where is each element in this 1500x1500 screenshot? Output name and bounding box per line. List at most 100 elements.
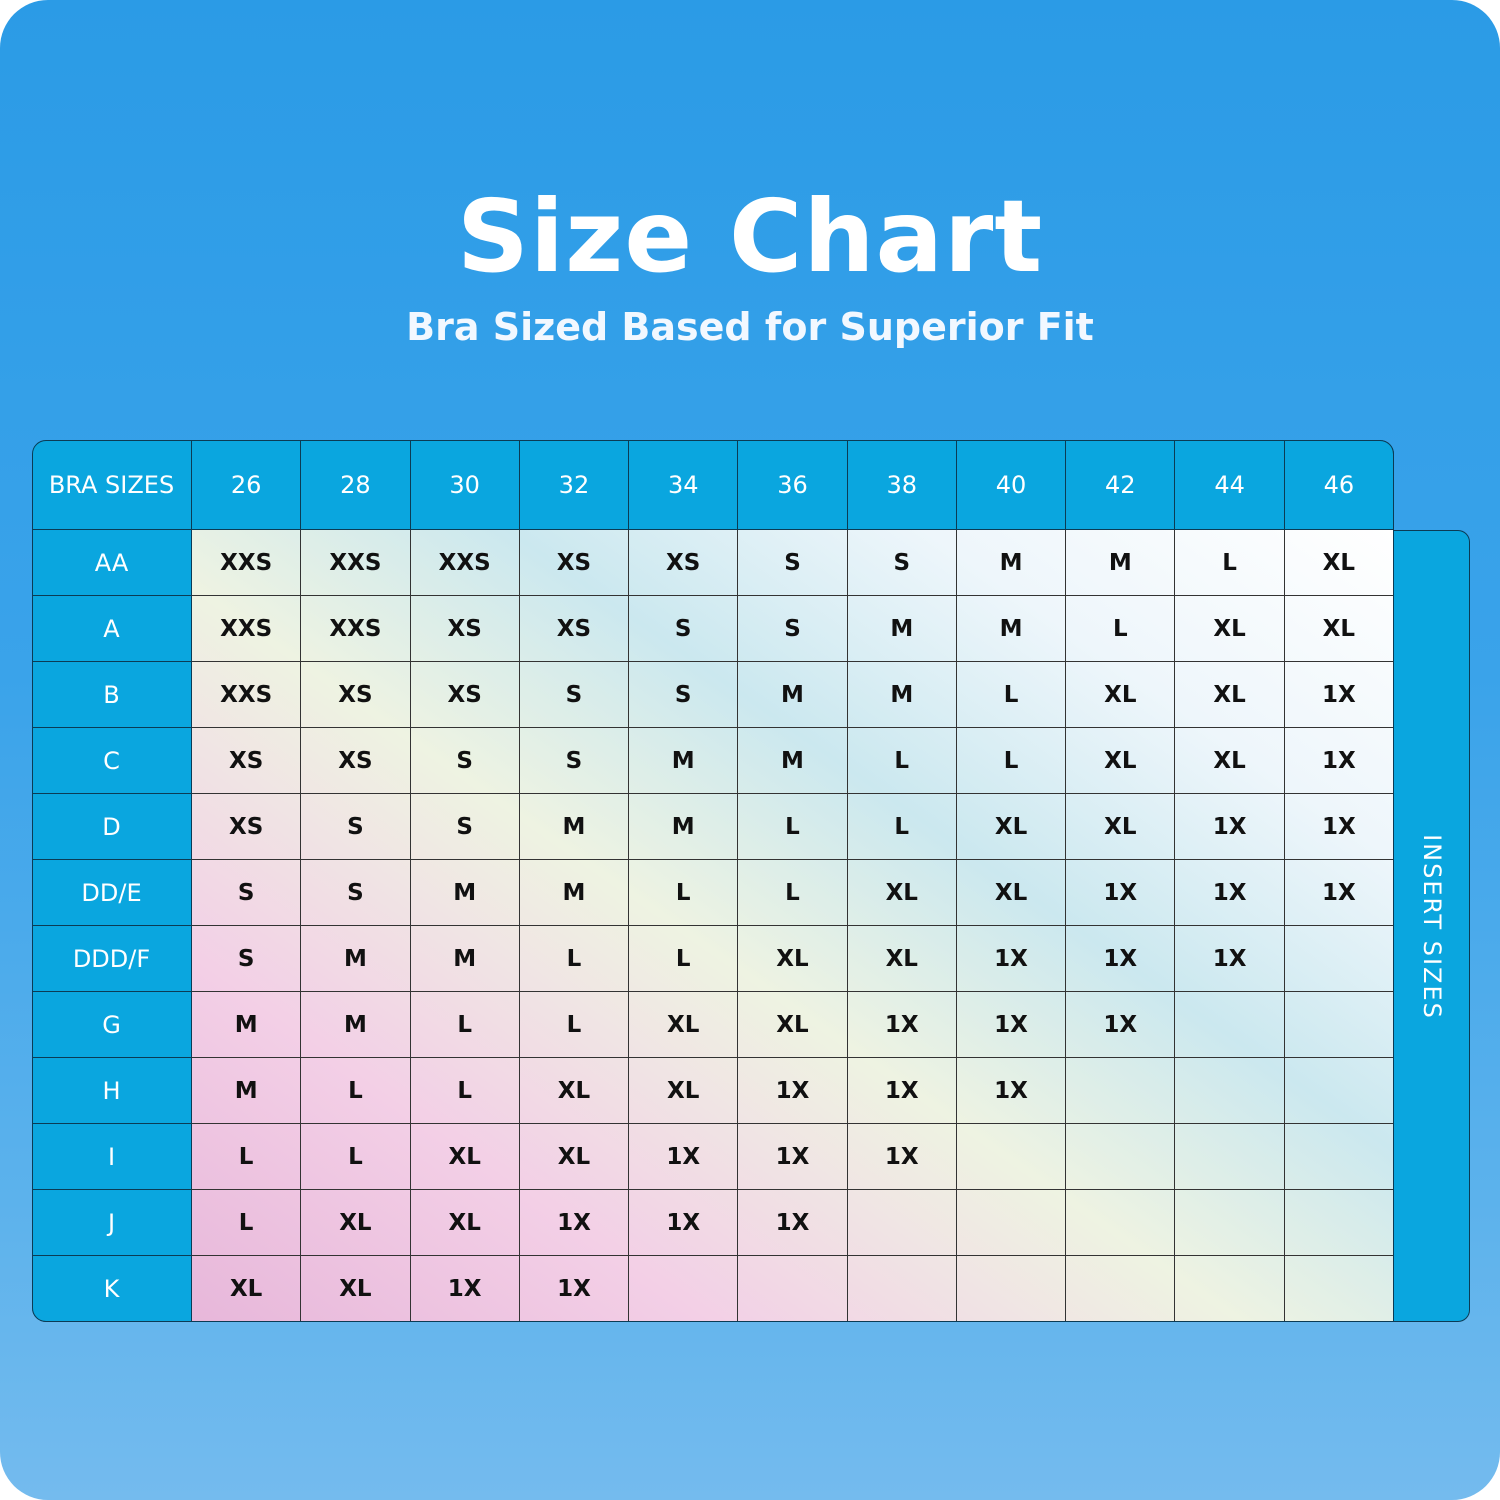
size-cell: XS — [629, 530, 739, 596]
size-cell: L — [301, 1124, 411, 1190]
size-cell: XXS — [192, 530, 302, 596]
size-cell: XL — [1175, 662, 1285, 728]
size-cell: L — [738, 794, 848, 860]
size-cell: S — [410, 728, 520, 794]
empty-cell — [1175, 992, 1285, 1058]
size-cell: S — [519, 728, 630, 794]
empty-cell — [1175, 1124, 1285, 1190]
column-header: 40 — [956, 440, 1067, 530]
empty-cell — [1175, 1256, 1285, 1322]
row-header: B — [32, 662, 192, 728]
size-cell: L — [410, 1058, 520, 1124]
column-header: 32 — [519, 440, 630, 530]
row-header: DDD/F — [32, 926, 192, 992]
column-header: 28 — [301, 440, 411, 530]
empty-cell — [847, 1190, 957, 1256]
size-cell: XL — [1175, 728, 1285, 794]
size-cell: L — [956, 728, 1067, 794]
empty-cell — [1284, 926, 1394, 992]
size-cell: S — [192, 860, 302, 926]
empty-cell — [629, 1256, 739, 1322]
size-cell: 1X — [738, 1124, 848, 1190]
size-cell: 1X — [1066, 992, 1176, 1058]
size-cell: M — [410, 926, 520, 992]
size-cell: L — [519, 992, 630, 1058]
size-cell: M — [956, 530, 1067, 596]
size-cell: XXS — [192, 596, 302, 662]
size-cell: XL — [1066, 662, 1176, 728]
row-header: D — [32, 794, 192, 860]
empty-cell — [956, 1190, 1067, 1256]
size-cell: S — [629, 596, 739, 662]
size-cell: L — [847, 794, 957, 860]
size-cell: M — [301, 992, 411, 1058]
column-header: 42 — [1066, 440, 1176, 530]
size-cell: 1X — [847, 1058, 957, 1124]
size-cell: 1X — [629, 1124, 739, 1190]
size-cell: S — [738, 530, 848, 596]
size-cell: L — [847, 728, 957, 794]
size-cell: 1X — [1066, 860, 1176, 926]
size-cell: XS — [192, 794, 302, 860]
size-cell: XL — [301, 1190, 411, 1256]
size-cell: M — [847, 662, 957, 728]
title: Size Chart — [456, 178, 1044, 295]
empty-cell — [847, 1256, 957, 1322]
empty-cell — [1284, 1190, 1394, 1256]
size-cell: M — [519, 794, 630, 860]
size-cell: XL — [519, 1058, 630, 1124]
size-cell: L — [519, 926, 630, 992]
size-cell: 1X — [519, 1256, 630, 1322]
size-cell: S — [301, 794, 411, 860]
size-cell: 1X — [738, 1190, 848, 1256]
size-cell: M — [1066, 530, 1176, 596]
empty-cell — [956, 1124, 1067, 1190]
size-cell: 1X — [1066, 926, 1176, 992]
empty-cell — [1175, 1058, 1285, 1124]
row-header: C — [32, 728, 192, 794]
size-cell: L — [301, 1058, 411, 1124]
row-header: A — [32, 596, 192, 662]
size-cell: XL — [1066, 794, 1176, 860]
column-header: 38 — [847, 440, 957, 530]
side-tab: INSERT SIZES — [1394, 530, 1470, 1322]
size-cell: 1X — [847, 1124, 957, 1190]
size-cell: 1X — [629, 1190, 739, 1256]
size-cell: L — [1066, 596, 1176, 662]
size-cell: M — [738, 728, 848, 794]
size-cell: L — [192, 1190, 302, 1256]
size-cell: XL — [1175, 596, 1285, 662]
size-cell: XS — [301, 728, 411, 794]
size-cell: XL — [956, 794, 1067, 860]
size-cell: 1X — [1284, 860, 1394, 926]
size-cell: XXS — [192, 662, 302, 728]
size-cell: 1X — [956, 1058, 1067, 1124]
empty-cell — [1066, 1058, 1176, 1124]
size-cell: XXS — [410, 530, 520, 596]
size-cell: M — [301, 926, 411, 992]
size-cell: L — [956, 662, 1067, 728]
size-table: BRA SIZES 26 28 30 32 34 36 38 40 42 44 46 AA XXS XXS X… — [32, 440, 1394, 1322]
size-cell: XL — [1284, 530, 1394, 596]
size-cell: M — [629, 728, 739, 794]
column-header: 44 — [1175, 440, 1285, 530]
size-cell: S — [738, 596, 848, 662]
row-header: G — [32, 992, 192, 1058]
row-header: J — [32, 1190, 192, 1256]
size-cell: S — [410, 794, 520, 860]
size-cell: M — [519, 860, 630, 926]
size-cell: XL — [847, 860, 957, 926]
size-cell: 1X — [738, 1058, 848, 1124]
empty-cell — [1066, 1124, 1176, 1190]
size-cell: XL — [301, 1256, 411, 1322]
size-cell: L — [629, 926, 739, 992]
size-cell: 1X — [1175, 860, 1285, 926]
size-cell: 1X — [1284, 728, 1394, 794]
subtitle: Bra Sized Based for Superior Fit — [406, 305, 1094, 349]
size-cell: L — [410, 992, 520, 1058]
row-header: I — [32, 1124, 192, 1190]
column-header: 36 — [738, 440, 848, 530]
size-cell: XL — [410, 1190, 520, 1256]
size-cell: L — [1175, 530, 1285, 596]
size-cell: M — [192, 1058, 302, 1124]
